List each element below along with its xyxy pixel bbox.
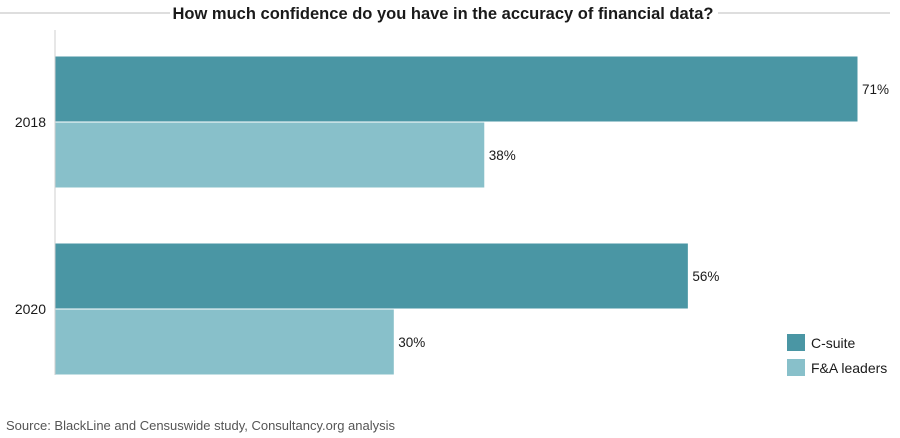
category-tick-label: 2018 <box>15 114 46 130</box>
bar-2020-c-suite <box>54 242 689 310</box>
value-label: 71% <box>862 82 889 97</box>
legend-swatch <box>787 334 805 351</box>
value-label: 56% <box>692 269 719 284</box>
bar-2018-f-a-leaders <box>54 121 486 189</box>
category-tick-label: 2020 <box>15 301 46 317</box>
category-ticks-layer: 2018 2020 <box>15 114 46 317</box>
value-label: 38% <box>489 148 516 163</box>
value-labels-layer: 71% 38% 56% 30% <box>398 82 889 350</box>
chart-title: How much confidence do you have in the a… <box>173 5 714 23</box>
bar-2018-c-suite <box>54 55 859 123</box>
bar-2020-f-a-leaders <box>54 308 395 376</box>
legend-label: F&A leaders <box>811 360 887 376</box>
source-note: Source: BlackLine and Censuswide study, … <box>6 418 396 433</box>
bars-layer <box>54 55 859 376</box>
value-label: 30% <box>398 335 425 350</box>
legend-label: C-suite <box>811 335 856 351</box>
legend: C-suite F&A leaders <box>787 334 887 376</box>
legend-swatch <box>787 359 805 376</box>
